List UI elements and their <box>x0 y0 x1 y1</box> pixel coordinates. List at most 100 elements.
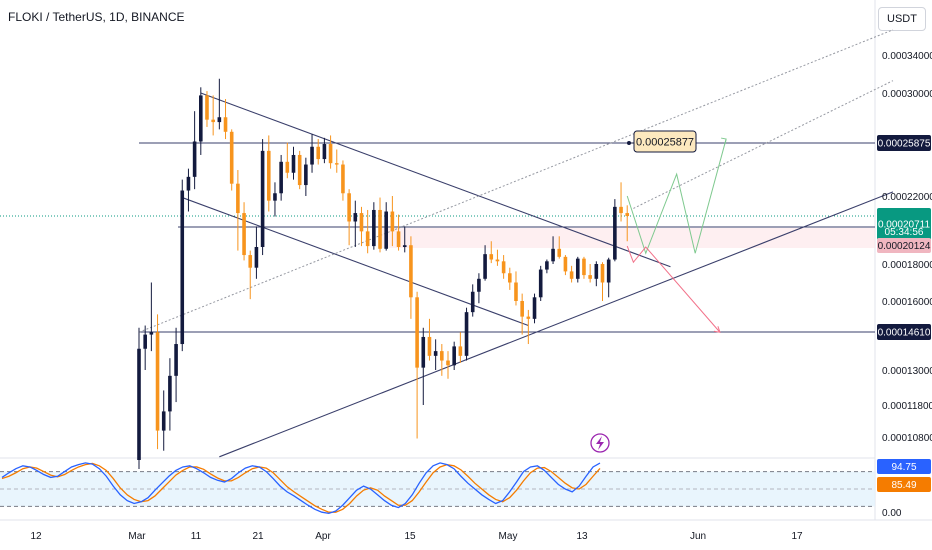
candle-body <box>588 275 592 279</box>
candle-body <box>347 193 351 222</box>
stoch-d-value-bg <box>877 477 931 492</box>
candle-body <box>569 271 574 279</box>
time-tick-label: Jun <box>690 531 706 542</box>
level-mid-label: 0.00020124 <box>878 241 931 252</box>
time-tick-label: 21 <box>252 531 264 542</box>
price-tick-label: 0.00011800 <box>882 401 932 412</box>
candle-body <box>470 291 475 313</box>
price-tick-label: 0.00013000 <box>882 366 932 377</box>
stoch-k-line <box>1 462 601 515</box>
candle-body <box>242 213 246 256</box>
candle-body <box>192 141 197 177</box>
candle-body <box>372 209 376 247</box>
candle-body <box>501 261 506 274</box>
candle-body <box>223 117 228 132</box>
candle-body <box>464 312 469 356</box>
candle-body <box>563 256 568 272</box>
candle-body <box>557 248 562 257</box>
price-tick-label: 0.00022000 <box>882 192 932 203</box>
candle-body <box>545 261 549 270</box>
candles <box>137 78 630 469</box>
time-tick-label: Mar <box>128 531 146 542</box>
candle-body <box>199 95 203 142</box>
candle-body <box>538 269 543 298</box>
time-tick-label: 15 <box>404 531 416 542</box>
candle-body <box>421 336 426 368</box>
level-upper-label: 0.00025875 <box>878 139 931 150</box>
bearish-arrowhead <box>713 326 721 333</box>
candle-body <box>143 334 147 349</box>
candle-body <box>532 297 537 319</box>
level-band <box>0 215 875 248</box>
stoch-rsi-panel <box>0 462 875 515</box>
currency-button[interactable]: USDT <box>878 7 926 31</box>
candle-body <box>285 161 290 173</box>
candle-body <box>248 255 253 268</box>
candle-body <box>180 190 185 345</box>
candle-body <box>279 161 283 194</box>
time-tick-label: 12 <box>30 531 42 542</box>
level-upper-label-bg <box>877 135 931 151</box>
candle-body <box>446 360 450 366</box>
level-mid-label-bg <box>877 238 931 253</box>
candle-body <box>396 231 401 248</box>
bullish-arrowhead <box>721 137 727 145</box>
candle-body <box>328 144 333 164</box>
stoch-d-value: 85.49 <box>891 480 916 491</box>
trend-line-ascending-support <box>219 191 894 458</box>
candle-body <box>514 282 518 301</box>
candle-body <box>619 206 623 214</box>
candle-body <box>322 144 327 160</box>
current-price-label-bg <box>877 208 931 240</box>
candle-body <box>217 117 222 123</box>
axes: 0.00034000 0.00030000 0.00022000 0.00018000… <box>30 51 932 542</box>
channel-line-1 <box>138 29 894 333</box>
candle-body <box>508 273 512 283</box>
countdown-label: 05:34:56 <box>885 227 924 238</box>
candle-body <box>266 150 271 201</box>
candle-body <box>304 164 308 186</box>
candle-body <box>149 332 154 335</box>
candle-body <box>205 95 209 120</box>
candle-body <box>384 211 388 249</box>
candle-body <box>378 209 382 249</box>
time-tick-label: 13 <box>576 531 588 542</box>
price-callout[interactable]: 0.00025877 <box>627 130 697 153</box>
time-tick-label: May <box>499 531 518 542</box>
lightning-bolt-icon[interactable] <box>590 433 610 453</box>
candle-body <box>359 213 364 232</box>
candle-body <box>168 375 172 412</box>
channel-line-2 <box>633 80 894 209</box>
candle-body <box>477 278 481 292</box>
candle-body <box>526 316 531 319</box>
candle-body <box>316 146 321 160</box>
level-lower-label: 0.00014610 <box>878 328 931 339</box>
level-lower-label-bg <box>877 324 931 340</box>
candle-body <box>334 163 339 165</box>
candle-body <box>260 150 265 248</box>
candle-body <box>254 247 259 268</box>
grid <box>0 0 932 521</box>
candle-body <box>427 336 432 356</box>
candle-body <box>229 131 234 184</box>
price-tick-label: 0.00016000 <box>882 297 932 308</box>
candle-body <box>613 206 617 260</box>
price-tick-label: 0.00030000 <box>882 89 932 100</box>
candle-body <box>433 351 438 356</box>
candle-body <box>575 258 580 279</box>
candle-body <box>390 211 395 232</box>
candle-body <box>137 348 141 460</box>
candle-body <box>625 213 630 217</box>
stoch-k-value-bg <box>877 459 931 474</box>
time-tick-label: 17 <box>791 531 803 542</box>
candle-body <box>409 245 413 298</box>
candle-body <box>174 344 178 376</box>
projections <box>626 137 727 333</box>
price-tick-label: 0.00034000 <box>882 51 932 62</box>
candle-body <box>495 259 500 262</box>
candle-body <box>458 346 463 356</box>
time-tick-label: Apr <box>315 531 331 542</box>
callout-anchor <box>627 141 631 145</box>
